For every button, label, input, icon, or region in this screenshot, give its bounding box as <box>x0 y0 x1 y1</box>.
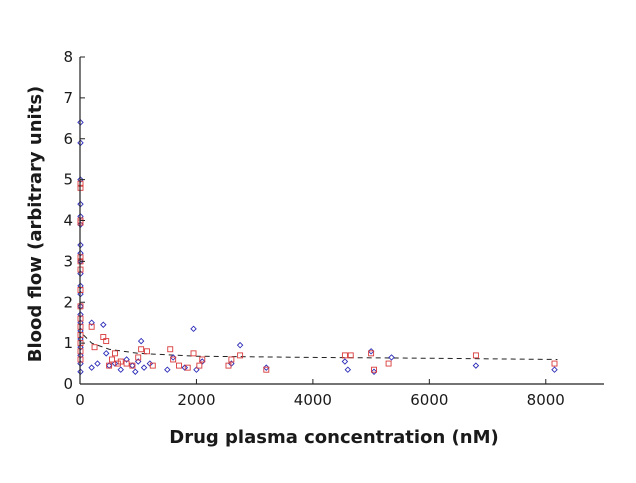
data-point-diamond <box>140 364 148 371</box>
series-square <box>77 180 558 373</box>
data-point-diamond <box>102 350 110 357</box>
x-tick-label: 2000 <box>177 391 215 409</box>
data-point-square <box>135 354 142 361</box>
data-point-square <box>196 362 203 369</box>
data-point-square <box>263 366 270 373</box>
x-axis-title: Drug plasma concentration (nM) <box>169 427 498 448</box>
data-point-square <box>472 352 479 359</box>
x-tick-label: 6000 <box>410 391 448 409</box>
data-point-square <box>341 352 348 359</box>
data-point-square <box>149 362 156 369</box>
y-tick-label: 3 <box>63 252 73 270</box>
data-point-diamond <box>105 362 113 369</box>
data-point-diamond <box>344 366 352 373</box>
plot-area <box>77 119 558 375</box>
data-point-square <box>170 356 177 363</box>
data-point-square <box>138 346 145 353</box>
data-point-square <box>368 350 375 357</box>
data-point-square <box>167 346 174 353</box>
data-point-square <box>144 348 150 355</box>
data-point-diamond <box>341 358 349 365</box>
data-point-square <box>176 362 182 369</box>
x-tick-label: 4000 <box>294 391 332 409</box>
data-point-diamond <box>551 366 558 373</box>
data-point-diamond <box>370 368 378 375</box>
y-tick-label: 4 <box>63 212 73 230</box>
y-tick-label: 0 <box>63 375 73 393</box>
data-point-square <box>106 362 113 369</box>
data-point-diamond <box>132 368 139 375</box>
data-point-square <box>109 356 115 363</box>
data-point-square <box>123 360 130 367</box>
series-diamond <box>77 119 558 375</box>
data-point-diamond <box>88 364 95 371</box>
data-point-square <box>111 350 118 357</box>
data-point-diamond <box>263 364 270 371</box>
data-point-diamond <box>100 321 107 328</box>
x-tick-label: 0 <box>75 391 85 409</box>
y-tick-label: 1 <box>63 334 73 352</box>
data-point-diamond <box>117 366 124 373</box>
y-axis: 0 1 2 3 4 5 6 7 8 <box>63 48 85 393</box>
data-point-square <box>88 323 95 330</box>
y-tick-label: 6 <box>63 130 73 148</box>
y-tick-label: 8 <box>63 48 73 66</box>
data-point-diamond <box>129 362 136 369</box>
data-point-square <box>225 362 232 369</box>
data-point-diamond <box>123 356 130 363</box>
x-tick-label: 8000 <box>527 391 565 409</box>
data-point-square <box>371 366 377 373</box>
data-point-square <box>190 350 197 357</box>
data-point-diamond <box>236 341 244 349</box>
data-point-diamond <box>137 337 145 345</box>
data-point-square <box>103 338 110 345</box>
data-point-diamond <box>388 354 395 361</box>
data-point-square <box>129 362 136 369</box>
data-point-diamond <box>164 366 171 373</box>
data-point-diamond <box>367 348 375 355</box>
data-point-square <box>228 356 235 363</box>
data-point-square <box>347 352 354 359</box>
data-point-diamond <box>94 360 101 367</box>
data-point-square <box>551 360 558 367</box>
data-point-square <box>184 364 191 371</box>
y-tick-label: 2 <box>63 293 73 311</box>
data-point-square <box>237 352 244 359</box>
data-point-square <box>385 360 392 367</box>
data-point-diamond <box>134 358 142 365</box>
y-tick-label: 7 <box>63 89 73 107</box>
data-point-diamond <box>193 366 200 373</box>
data-point-square <box>199 356 206 363</box>
y-tick-label: 5 <box>63 171 73 189</box>
data-point-diamond <box>190 325 197 333</box>
data-point-diamond <box>472 362 480 369</box>
x-axis: 0 2000 4000 6000 8000 <box>75 379 604 409</box>
y-axis-title: Blood flow (arbitrary units) <box>25 86 46 363</box>
data-point-square <box>117 358 124 365</box>
trend-line <box>83 334 558 360</box>
data-point-diamond <box>88 319 95 326</box>
data-point-diamond <box>169 354 177 361</box>
data-point-square <box>91 344 98 351</box>
